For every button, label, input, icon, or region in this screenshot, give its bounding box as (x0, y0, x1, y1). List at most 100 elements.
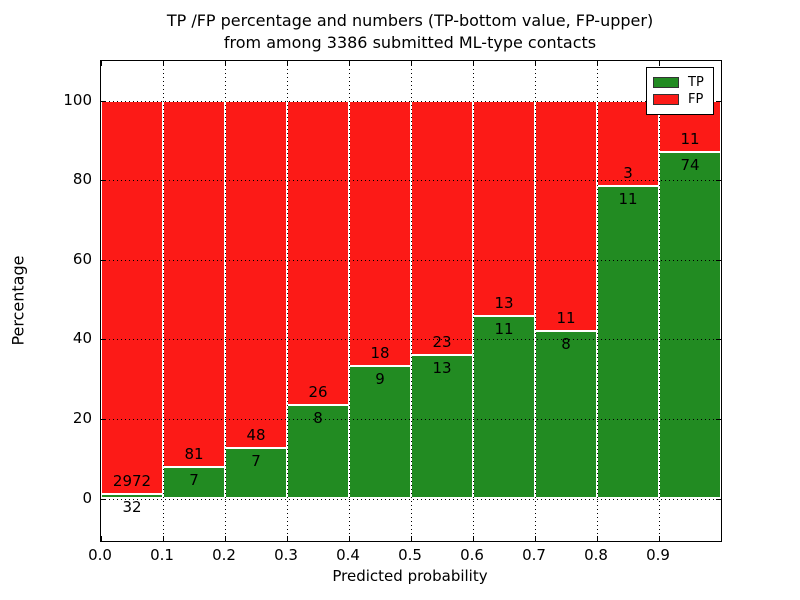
fp-count-label: 23 (432, 332, 452, 351)
x-tick-mark (163, 536, 164, 541)
x-tick-mark (535, 536, 536, 541)
fp-count-label: 11 (556, 308, 576, 327)
x-tick-mark (287, 536, 288, 541)
y-tick-mark-right (716, 100, 721, 102)
fp-count-label: 18 (370, 343, 390, 362)
tp-count-label: 8 (313, 408, 323, 427)
tp-count-label: 13 (432, 358, 452, 377)
y-tick-label: 80 (72, 170, 92, 189)
legend-label-fp: FP (688, 92, 704, 107)
fp-count-label: 3 (623, 163, 633, 182)
x-tick-label: 0.0 (88, 546, 112, 564)
x-tick-label: 0.5 (398, 546, 422, 564)
y-tick-mark (101, 418, 106, 420)
x-tick-mark (597, 536, 598, 541)
x-tick-label: 0.6 (460, 546, 484, 564)
fp-swatch-icon (653, 94, 679, 105)
x-tick-label: 0.4 (336, 546, 360, 564)
x-tick-mark (225, 536, 226, 541)
x-gridline (225, 61, 226, 541)
x-axis-label: Predicted probability (332, 567, 488, 585)
fp-bar-segment (349, 100, 411, 366)
x-tick-label: 0.1 (150, 546, 174, 564)
y-tick-label: 20 (72, 408, 92, 427)
y-tick-mark (101, 259, 106, 261)
x-tick-label: 0.3 (274, 546, 298, 564)
fp-bar-segment (473, 100, 535, 317)
tp-count-label: 8 (561, 334, 571, 353)
x-gridline (597, 61, 598, 541)
y-axis-label: Percentage (8, 255, 28, 346)
fp-count-label: 13 (494, 294, 514, 313)
x-gridline (535, 61, 536, 541)
fp-count-label: 48 (246, 425, 266, 444)
legend-label-tp: TP (688, 75, 704, 90)
y-tick-mark (101, 339, 106, 341)
tp-swatch-icon (653, 77, 679, 88)
x-tick-mark (349, 536, 350, 541)
fp-count-label: 26 (308, 382, 328, 401)
x-tick-mark-top (225, 61, 226, 66)
tp-bar-segment (287, 404, 349, 499)
tp-bar-segment (163, 466, 225, 499)
x-tick-mark-top (349, 61, 350, 66)
x-tick-mark-top (659, 61, 660, 66)
chart-title-line1: TP /FP percentage and numbers (TP-bottom… (166, 11, 654, 30)
plot-area: 2972 32 81 7 48 7 26 8 18 9 23 13 13 11 11 8 3 11 11 74 (100, 60, 722, 542)
x-tick-mark-top (535, 61, 536, 66)
legend-item-fp: FP (653, 92, 707, 107)
x-tick-mark-top (163, 61, 164, 66)
chart-title-line2: from among 3386 submitted ML-type contac… (223, 33, 597, 52)
x-tick-mark (101, 536, 102, 541)
x-tick-mark-top (101, 61, 102, 66)
y-tick-mark (101, 498, 106, 500)
x-gridline (659, 61, 660, 541)
tp-bar-segment (535, 330, 597, 499)
fp-bar-segment (535, 100, 597, 331)
x-gridline (287, 61, 288, 541)
x-gridline (411, 61, 412, 541)
y-tick-mark-right (716, 498, 721, 500)
x-tick-label: 0.2 (212, 546, 236, 564)
x-tick-mark (411, 536, 412, 541)
y-tick-label: 60 (72, 249, 92, 268)
tp-bar-segment (473, 316, 535, 499)
fp-count-label: 2972 (112, 472, 152, 491)
fp-count-label: 11 (680, 130, 700, 148)
x-tick-label: 0.9 (646, 546, 670, 564)
x-tick-label: 0.8 (584, 546, 608, 564)
y-tick-mark (101, 100, 106, 102)
tp-count-label: 11 (494, 320, 514, 339)
tp-count-label: 74 (680, 156, 700, 174)
fp-bar-segment (287, 100, 349, 405)
y-tick-mark (101, 180, 106, 182)
y-tick-mark-right (716, 418, 721, 420)
fp-bar-segment (411, 100, 473, 355)
legend: TP FP (646, 67, 714, 115)
x-tick-mark-top (411, 61, 412, 66)
y-tick-label: 40 (72, 329, 92, 348)
tp-count-label: 9 (375, 369, 385, 388)
y-tick-label: 0 (82, 488, 92, 507)
fp-bar-segment (101, 100, 163, 495)
tp-bar-segment (349, 365, 411, 499)
x-tick-label: 0.7 (522, 546, 546, 564)
fp-bar-segment (225, 100, 287, 448)
x-gridline (163, 61, 164, 541)
y-tick-mark-right (716, 259, 721, 261)
x-tick-mark-top (287, 61, 288, 66)
x-tick-mark-top (473, 61, 474, 66)
tp-bar-segment (101, 494, 163, 499)
tp-count-label: 7 (251, 451, 261, 470)
y-tick-label: 100 (63, 90, 92, 109)
tp-count-label: 7 (189, 470, 199, 489)
x-tick-mark-top (597, 61, 598, 66)
x-gridline (473, 61, 474, 541)
tp-count-label: 32 (122, 498, 142, 517)
x-tick-mark (473, 536, 474, 541)
fp-bar-segment (163, 100, 225, 467)
y-tick-mark-right (716, 339, 721, 341)
fp-count-label: 81 (184, 444, 204, 463)
tp-bar-segment (659, 152, 721, 499)
